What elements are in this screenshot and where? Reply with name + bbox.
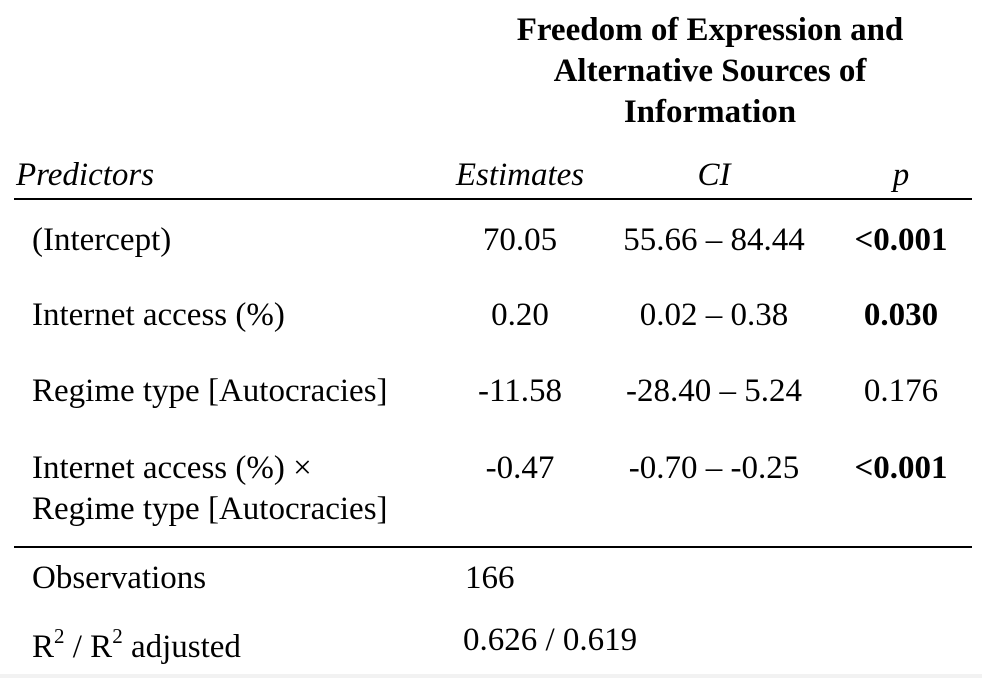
row-p-value: 0.030 [863,297,939,333]
header-estimates: Estimates [455,157,585,193]
row-p-value: 0.176 [863,373,939,409]
table-title-line-1: Freedom of Expression and [516,12,904,48]
r2-value: 0.626 / 0.619 [463,622,638,658]
r2-label-superscript: 2 [54,624,65,648]
row-predictor-line-2: Regime type [Autocracies] [32,491,388,527]
observations-value: 166 [465,560,515,596]
row-predictor: Internet access (%) [32,297,285,333]
row-estimate: -11.58 [477,373,562,409]
table-title-line-2: Alternative Sources of [553,53,867,89]
row-estimate: 0.20 [491,297,549,333]
row-predictor: (Intercept) [32,222,172,258]
header-predictors: Predictors [16,157,155,193]
header-rule [14,198,972,200]
header-p: p [892,157,910,193]
row-estimate: -0.47 [485,450,555,486]
row-ci: -28.40 – 5.24 [626,373,802,409]
row-estimate: 70.05 [482,222,558,258]
r2-label: R2 / R2 adjusted [32,624,241,667]
bottom-edge [0,674,982,678]
r2-adjusted-superscript: 2 [112,624,123,648]
row-ci: 0.02 – 0.38 [639,297,789,333]
row-predictor-line-1: Internet access (%) × [32,450,312,486]
table-title: Freedom of Expression and Alternative So… [440,10,980,133]
observations-label: Observations [32,560,207,596]
table-title-line-3: Information [623,94,797,130]
row-predictor: Regime type [Autocracies] [32,373,388,409]
header-ci: CI [697,157,731,193]
row-p-value: <0.001 [854,222,948,258]
r2-label-r: R [32,629,55,665]
stats-rule [14,546,972,548]
row-ci: 55.66 – 84.44 [623,222,805,258]
r2-label-separator: / R [64,629,113,665]
row-p-value: <0.001 [854,450,948,486]
row-ci: -0.70 – -0.25 [628,450,800,486]
r2-label-tail: adjusted [122,629,241,665]
